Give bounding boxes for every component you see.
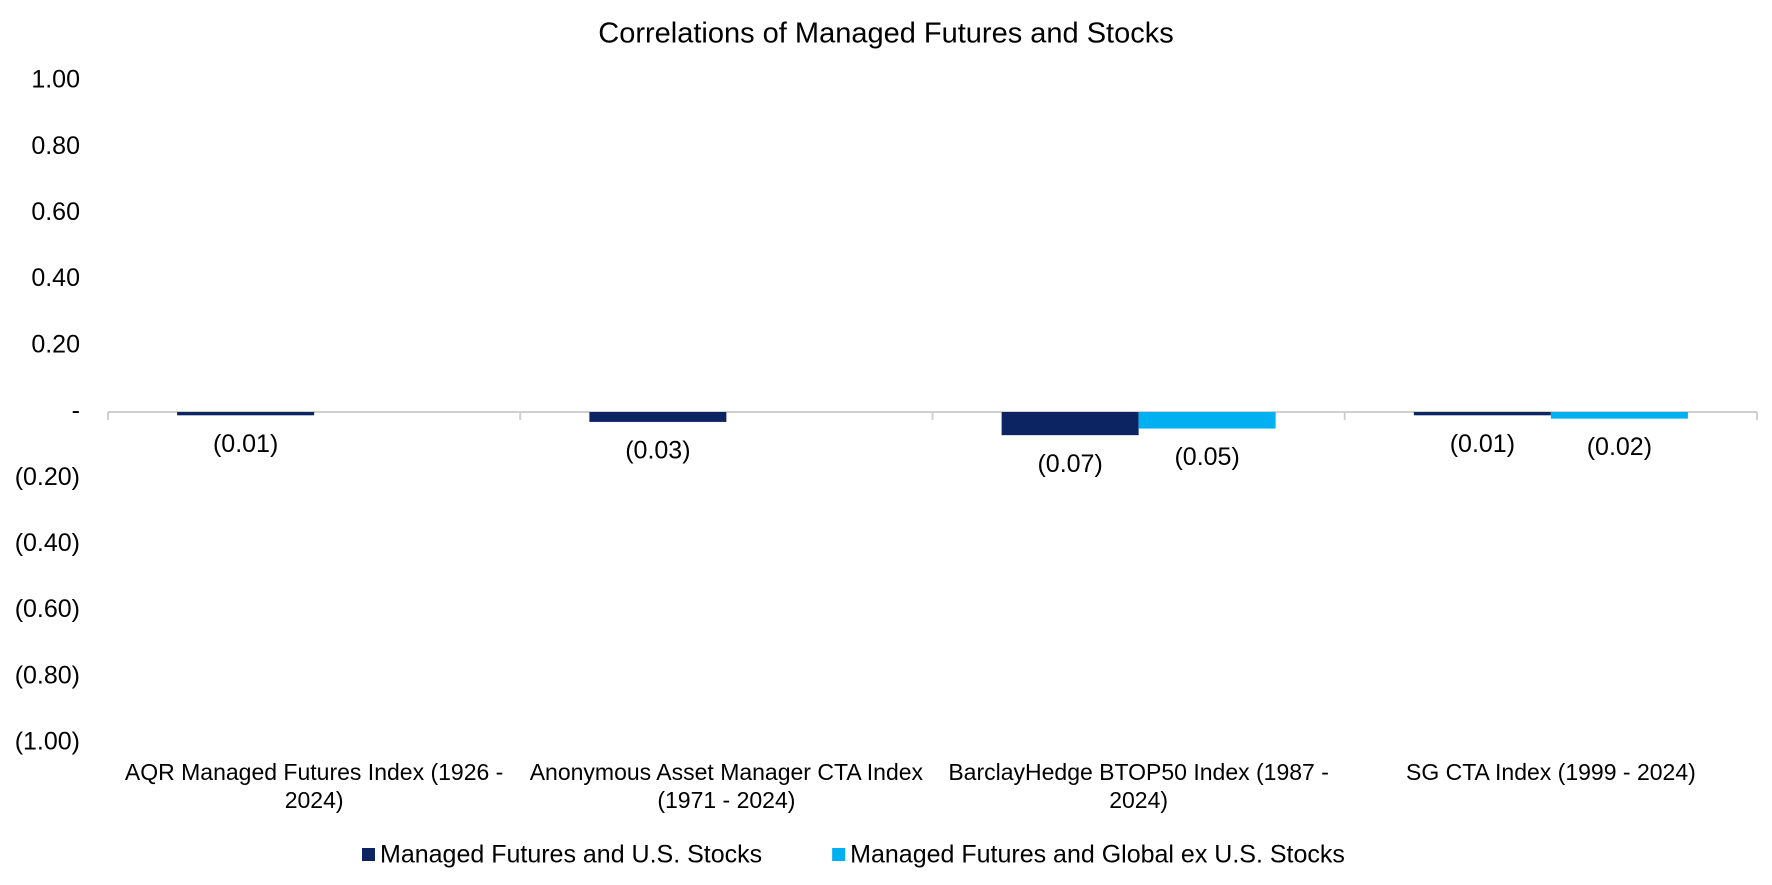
y-tick-label: - [72,397,80,425]
x-tick-label: AQR Managed Futures Index (1926 - 2024) [124,759,504,813]
bar [1001,412,1139,436]
y-tick-label: (0.80) [15,661,80,689]
y-tick-label: 1.00 [31,66,80,94]
value-label: (0.01) [213,430,278,458]
x-tick-label: SG CTA Index (1999 - 2024) [1405,759,1696,785]
y-tick-label: (0.20) [15,463,80,491]
x-tick-label: BarclayHedge BTOP50 Index (1987 - 2024) [948,759,1329,813]
bar [1413,412,1551,416]
bar [1550,412,1688,419]
value-label: (0.03) [625,437,690,465]
chart-title: Correlations of Managed Futures and Stoc… [598,18,1173,50]
legend-swatch [832,848,846,861]
y-tick-label: (0.60) [15,595,80,623]
x-tick-label: Anonymous Asset Manager CTA Index (1971 … [529,759,924,813]
legend-swatch [362,848,375,861]
y-tick-label: (1.00) [15,728,80,756]
value-label: (0.02) [1587,433,1652,461]
y-tick-label: 0.60 [31,198,80,226]
bar [589,412,727,422]
bar [1138,412,1276,429]
legend-label: Managed Futures and Global ex U.S. Stock… [850,841,1345,869]
y-tick-label: 0.20 [31,330,80,358]
value-label: (0.01) [1450,430,1515,458]
y-tick-label: 0.80 [31,132,80,160]
value-label: (0.05) [1174,443,1239,471]
value-label: (0.07) [1037,450,1102,478]
y-tick-label: 0.40 [31,264,80,292]
bar [177,412,315,416]
legend-label: Managed Futures and U.S. Stocks [380,841,762,869]
y-tick-label: (0.40) [15,529,80,557]
